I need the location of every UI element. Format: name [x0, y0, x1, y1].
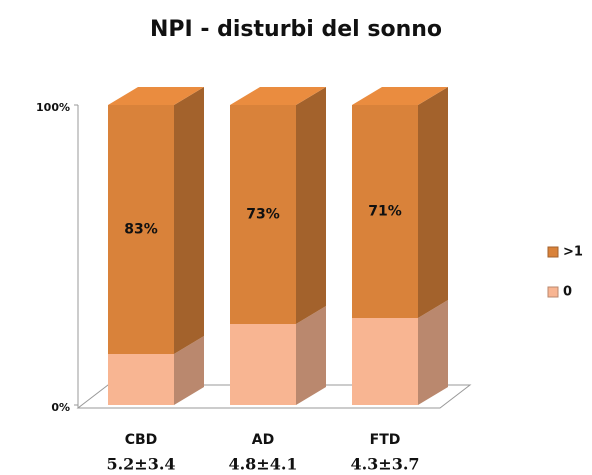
x-tick-sublabel: 4.3±3.7 — [350, 455, 419, 474]
y-tick-label: 0% — [51, 401, 70, 414]
bar-segment — [352, 105, 418, 318]
x-tick-sublabel: 5.2±3.4 — [106, 455, 175, 474]
data-label: 73% — [246, 207, 280, 223]
legend-swatch — [547, 286, 559, 298]
bar-top — [352, 87, 448, 105]
bar-side — [296, 87, 326, 324]
bar-segment — [352, 318, 418, 405]
x-tick-label: AD — [252, 432, 274, 448]
bar-side — [418, 300, 448, 405]
bar-side — [174, 336, 204, 405]
x-tick-label: FTD — [370, 432, 401, 448]
x-tick-sublabel: 4.8±4.1 — [228, 455, 297, 474]
chart-title: NPI - disturbi del sonno — [150, 17, 442, 42]
bar-side — [174, 87, 204, 354]
bar-top — [230, 87, 326, 105]
bar-segment — [108, 105, 174, 354]
data-label: 71% — [368, 204, 402, 220]
bar-segment — [230, 105, 296, 324]
bar-side — [296, 306, 326, 405]
legend-swatch — [547, 246, 559, 258]
bar-side — [418, 87, 448, 318]
bar-top — [108, 87, 204, 105]
y-tick-label: 100% — [36, 101, 70, 114]
bar-segment — [230, 324, 296, 405]
data-label: 83% — [124, 222, 158, 238]
bar-segment — [108, 354, 174, 405]
legend-label: 0 — [563, 285, 572, 300]
x-tick-label: CBD — [125, 432, 158, 448]
legend-label: >1 — [563, 245, 583, 260]
